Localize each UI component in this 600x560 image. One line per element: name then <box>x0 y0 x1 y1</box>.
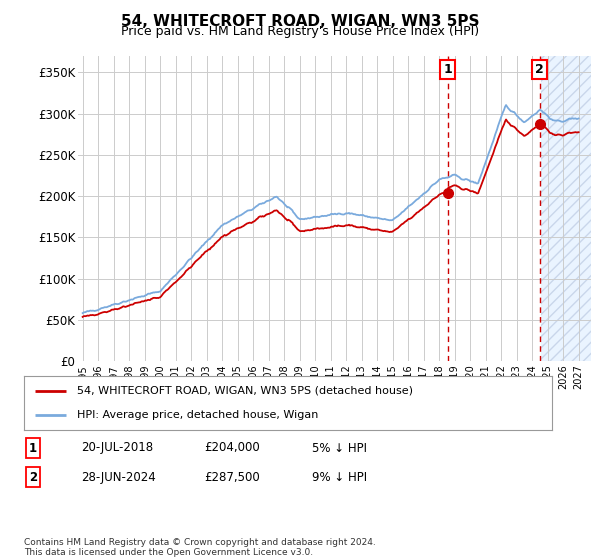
Bar <box>541 56 591 361</box>
Text: 54, WHITECROFT ROAD, WIGAN, WN3 5PS: 54, WHITECROFT ROAD, WIGAN, WN3 5PS <box>121 14 479 29</box>
Text: 1: 1 <box>443 63 452 76</box>
Text: 20-JUL-2018: 20-JUL-2018 <box>81 441 153 455</box>
Text: 28-JUN-2024: 28-JUN-2024 <box>81 470 156 484</box>
Text: 9% ↓ HPI: 9% ↓ HPI <box>312 470 367 484</box>
Text: 5% ↓ HPI: 5% ↓ HPI <box>312 441 367 455</box>
Text: 1: 1 <box>29 441 37 455</box>
Text: £287,500: £287,500 <box>204 470 260 484</box>
Text: Contains HM Land Registry data © Crown copyright and database right 2024.
This d: Contains HM Land Registry data © Crown c… <box>24 538 376 557</box>
Text: 2: 2 <box>535 63 544 76</box>
Text: Price paid vs. HM Land Registry's House Price Index (HPI): Price paid vs. HM Land Registry's House … <box>121 25 479 38</box>
Text: 54, WHITECROFT ROAD, WIGAN, WN3 5PS (detached house): 54, WHITECROFT ROAD, WIGAN, WN3 5PS (det… <box>77 386 413 396</box>
Text: £204,000: £204,000 <box>204 441 260 455</box>
Text: 2: 2 <box>29 470 37 484</box>
Bar <box>541 56 591 361</box>
Text: HPI: Average price, detached house, Wigan: HPI: Average price, detached house, Wiga… <box>77 410 318 420</box>
